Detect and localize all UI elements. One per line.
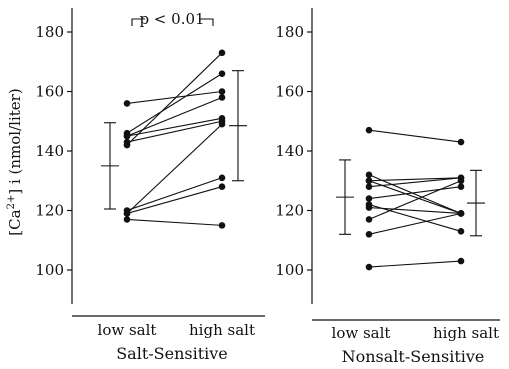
mean-sd-bars	[101, 70, 247, 210]
point-high-salt-6	[218, 174, 226, 182]
y-axis-title: [Ca2+] i (nmol/liter)	[6, 88, 24, 235]
subject-line-8	[368, 180, 462, 220]
subject-line-8	[126, 123, 223, 214]
significance-bracket: p < 0.01	[131, 10, 214, 28]
mean-sd-bars	[336, 159, 485, 237]
subject-lines	[368, 129, 462, 268]
y-tick-label-120: 120	[275, 202, 304, 220]
x-label-high-salt: high salt	[433, 324, 499, 342]
y-tick-label-180: 180	[275, 23, 304, 41]
point-low-salt-3	[123, 132, 131, 140]
y-tick-label-140: 140	[35, 142, 64, 160]
y-tick-label-180: 180	[35, 23, 64, 41]
point-high-salt-8	[457, 177, 465, 185]
y-tick-label-120: 120	[35, 202, 64, 220]
subject-line-7	[368, 206, 462, 215]
p-value-label: p < 0.01	[139, 10, 204, 28]
subject-line-3	[126, 117, 223, 137]
point-high-salt-10	[457, 257, 465, 265]
subject-line-9	[368, 212, 462, 235]
point-high-salt-2	[218, 94, 226, 101]
subject-lines	[126, 52, 223, 226]
y-tick-label-140: 140	[275, 142, 304, 160]
point-low-salt-5	[123, 141, 131, 149]
point-high-salt-7	[218, 183, 226, 190]
point-high-salt-9	[218, 222, 226, 229]
point-low-salt-0	[365, 126, 373, 134]
subject-line-2	[368, 177, 462, 182]
point-high-salt-6	[457, 228, 465, 235]
y-ticks: 100 120 140 160 180	[275, 23, 312, 279]
x-label-high-salt: high salt	[189, 321, 255, 339]
y-tick-label-160: 160	[275, 83, 304, 101]
group-label-salt-sensitive: Salt-Sensitive	[116, 344, 228, 363]
subject-line-4	[126, 120, 223, 143]
point-high-salt-1	[218, 70, 226, 77]
subject-line-5	[368, 186, 462, 200]
point-low-salt-0	[123, 100, 131, 107]
point-high-salt-5	[457, 183, 465, 190]
subject-line-7	[126, 186, 223, 215]
y-tick-label-100: 100	[35, 261, 64, 279]
point-high-salt-9	[457, 210, 465, 217]
point-low-salt-3	[365, 177, 373, 185]
bracket-right	[199, 18, 214, 26]
subject-points	[365, 126, 465, 271]
subject-line-1	[126, 73, 223, 134]
point-high-salt-0	[218, 88, 226, 95]
point-low-salt-9	[365, 231, 373, 238]
subject-line-5	[126, 52, 223, 146]
subject-line-9	[126, 218, 223, 226]
y-tick-label-100: 100	[275, 261, 304, 279]
point-low-salt-5	[365, 195, 373, 202]
point-high-salt-8	[218, 120, 226, 128]
point-high-salt-5	[218, 49, 226, 57]
subject-line-3	[368, 180, 462, 214]
subject-line-6	[126, 177, 223, 212]
point-low-salt-4	[365, 183, 373, 190]
subject-line-0	[126, 90, 223, 104]
panel-nonsalt-sensitive: 100 120 140 160 180 low salt high salt Nonsa…	[275, 8, 500, 366]
point-high-salt-0	[457, 138, 465, 146]
panel-salt-sensitive: 100 120 140 160 180 [Ca2+] i (nmol/liter) p …	[6, 8, 265, 363]
point-low-salt-9	[123, 216, 131, 223]
group-label-nonsalt-sensitive: Nonsalt-Sensitive	[342, 347, 485, 366]
subject-line-10	[368, 260, 462, 268]
point-low-salt-8	[365, 216, 373, 223]
point-low-salt-7	[365, 204, 373, 211]
subject-line-1	[368, 174, 462, 214]
point-low-salt-1	[365, 171, 373, 179]
subject-line-4	[368, 177, 462, 188]
y-tick-label-160: 160	[35, 83, 64, 101]
y-ticks: 100 120 140 160 180	[35, 23, 72, 279]
point-low-salt-8	[123, 210, 131, 217]
x-label-low-salt: low salt	[98, 321, 157, 339]
subject-line-0	[368, 129, 462, 143]
bracket-left	[131, 18, 145, 26]
subject-points	[123, 49, 226, 229]
x-label-low-salt: low salt	[332, 324, 391, 342]
point-low-salt-10	[365, 263, 373, 271]
